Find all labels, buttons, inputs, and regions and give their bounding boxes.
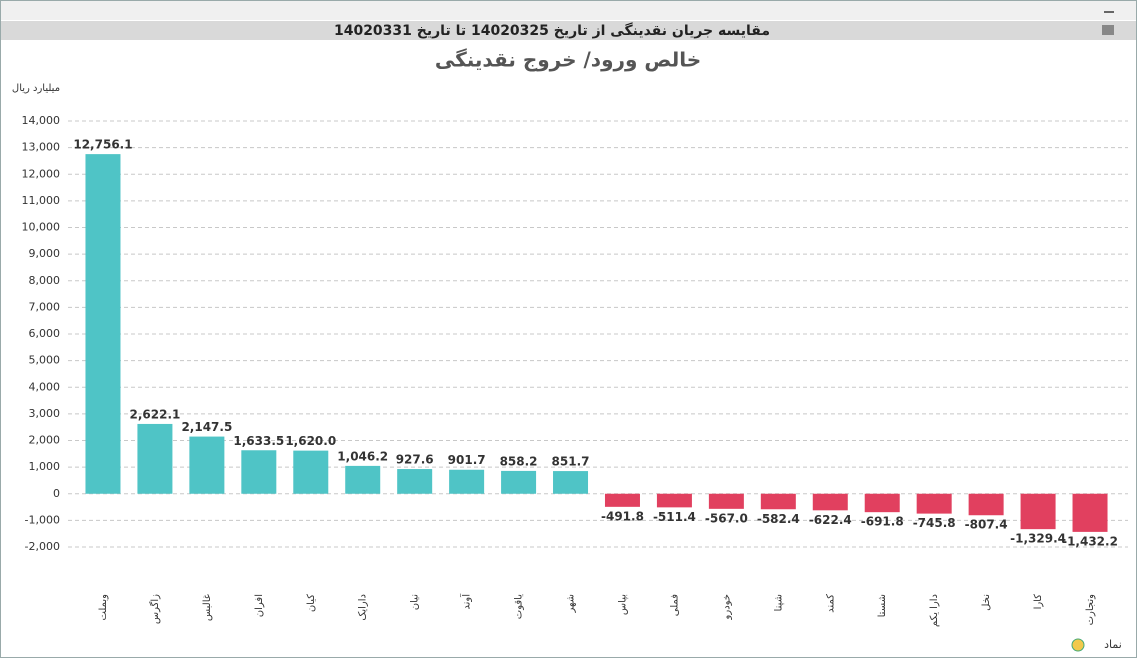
print-icon[interactable] xyxy=(1102,25,1114,35)
x-axis-label: نماد xyxy=(1104,638,1122,651)
data-label: -691.8 xyxy=(861,515,904,529)
header-bar xyxy=(1,21,1136,40)
bar xyxy=(345,465,381,494)
data-label: 1,620.0 xyxy=(285,434,336,448)
bar xyxy=(189,436,225,494)
bar xyxy=(501,470,537,494)
y-tick-label: 3,000 xyxy=(29,407,61,420)
x-tick-label: افران xyxy=(254,594,265,617)
y-tick-label: 10,000 xyxy=(22,221,61,234)
data-label: 851.7 xyxy=(552,455,590,469)
x-tick-label: آوند xyxy=(460,593,473,610)
bar xyxy=(968,493,1004,516)
x-tick-label: بپاس xyxy=(617,594,628,615)
data-label: -511.4 xyxy=(653,510,696,524)
bar xyxy=(760,493,796,510)
bar xyxy=(241,450,277,494)
bar xyxy=(449,469,485,494)
y-tick-label: 5,000 xyxy=(29,354,61,367)
bar xyxy=(1072,493,1108,532)
y-tick-label: 13,000 xyxy=(22,141,61,154)
settings-icon[interactable] xyxy=(1071,638,1085,652)
x-tick-label: خودرو xyxy=(721,594,732,620)
bar xyxy=(708,493,744,509)
data-label: 2,147.5 xyxy=(181,420,232,434)
bar xyxy=(656,493,692,508)
x-tick-label: غالبس xyxy=(202,594,213,621)
x-tick-label: فملی xyxy=(669,594,680,616)
x-tick-label: نخل xyxy=(981,594,992,611)
y-tick-label: 6,000 xyxy=(29,327,61,340)
x-tick-label: شپنا xyxy=(773,594,784,611)
y-axis-label: میلیارد ریال xyxy=(12,83,60,94)
data-label: 1,046.2 xyxy=(337,449,388,463)
bar xyxy=(85,154,121,494)
y-tick-label: 7,000 xyxy=(29,300,61,313)
data-label: 2,622.1 xyxy=(129,407,180,421)
y-tick-label: 9,000 xyxy=(29,247,61,260)
data-label: -1,432.2 xyxy=(1062,534,1118,548)
y-tick-label: -1,000 xyxy=(25,513,60,526)
x-tick-label: کیان xyxy=(306,594,317,612)
x-tick-label: زاگرس xyxy=(149,594,161,624)
x-tick-label: نیان xyxy=(410,594,421,610)
bar xyxy=(1020,493,1056,530)
x-tick-label: کمند xyxy=(825,594,836,613)
chart-title: خالص ورود/ خروج نقدینگی xyxy=(435,48,701,72)
header-title: مقایسه جریان نقدینگی از تاریخ 14020325 ت… xyxy=(334,22,770,39)
y-tick-label: 2,000 xyxy=(29,434,61,447)
bar xyxy=(397,469,433,494)
y-tick-label: 4,000 xyxy=(29,380,61,393)
data-label: -1,329.4 xyxy=(1010,532,1066,546)
x-tick-label: یاقوت xyxy=(514,594,525,619)
bar xyxy=(916,493,952,514)
x-tick-label: کارا xyxy=(1033,594,1044,610)
y-tick-label: 0 xyxy=(53,487,60,500)
data-label: -567.0 xyxy=(705,511,748,525)
x-tick-label: وبملت xyxy=(98,594,109,621)
bar xyxy=(137,423,173,494)
bar xyxy=(293,450,329,494)
bar xyxy=(864,493,900,513)
data-label: 12,756.1 xyxy=(73,138,132,152)
data-label: 927.6 xyxy=(396,453,434,467)
minimize-icon[interactable] xyxy=(1104,11,1114,13)
data-label: -622.4 xyxy=(809,513,852,527)
data-label: -807.4 xyxy=(965,518,1008,532)
x-tick-label: شهر xyxy=(566,594,577,614)
x-tick-label: دارا یکم xyxy=(929,594,940,627)
data-label: 1,633.5 xyxy=(233,434,284,448)
y-tick-label: 8,000 xyxy=(29,274,61,287)
x-tick-label: شستا xyxy=(877,594,888,617)
bar xyxy=(812,493,848,511)
y-tick-label: 14,000 xyxy=(22,114,61,127)
bar xyxy=(604,493,640,507)
x-tick-label: دارایک xyxy=(358,594,369,621)
bar xyxy=(553,471,589,494)
y-tick-label: -2,000 xyxy=(25,540,60,553)
y-tick-label: 11,000 xyxy=(22,194,61,207)
data-label: -491.8 xyxy=(601,509,644,523)
data-label: -582.4 xyxy=(757,512,800,526)
y-tick-label: 1,000 xyxy=(29,460,61,473)
data-label: 858.2 xyxy=(500,454,538,468)
data-label: 901.7 xyxy=(448,453,486,467)
y-tick-label: 12,000 xyxy=(22,167,61,180)
data-label: -745.8 xyxy=(913,516,956,530)
x-tick-label: وتجارت xyxy=(1085,594,1096,626)
window-bar xyxy=(1,1,1136,20)
